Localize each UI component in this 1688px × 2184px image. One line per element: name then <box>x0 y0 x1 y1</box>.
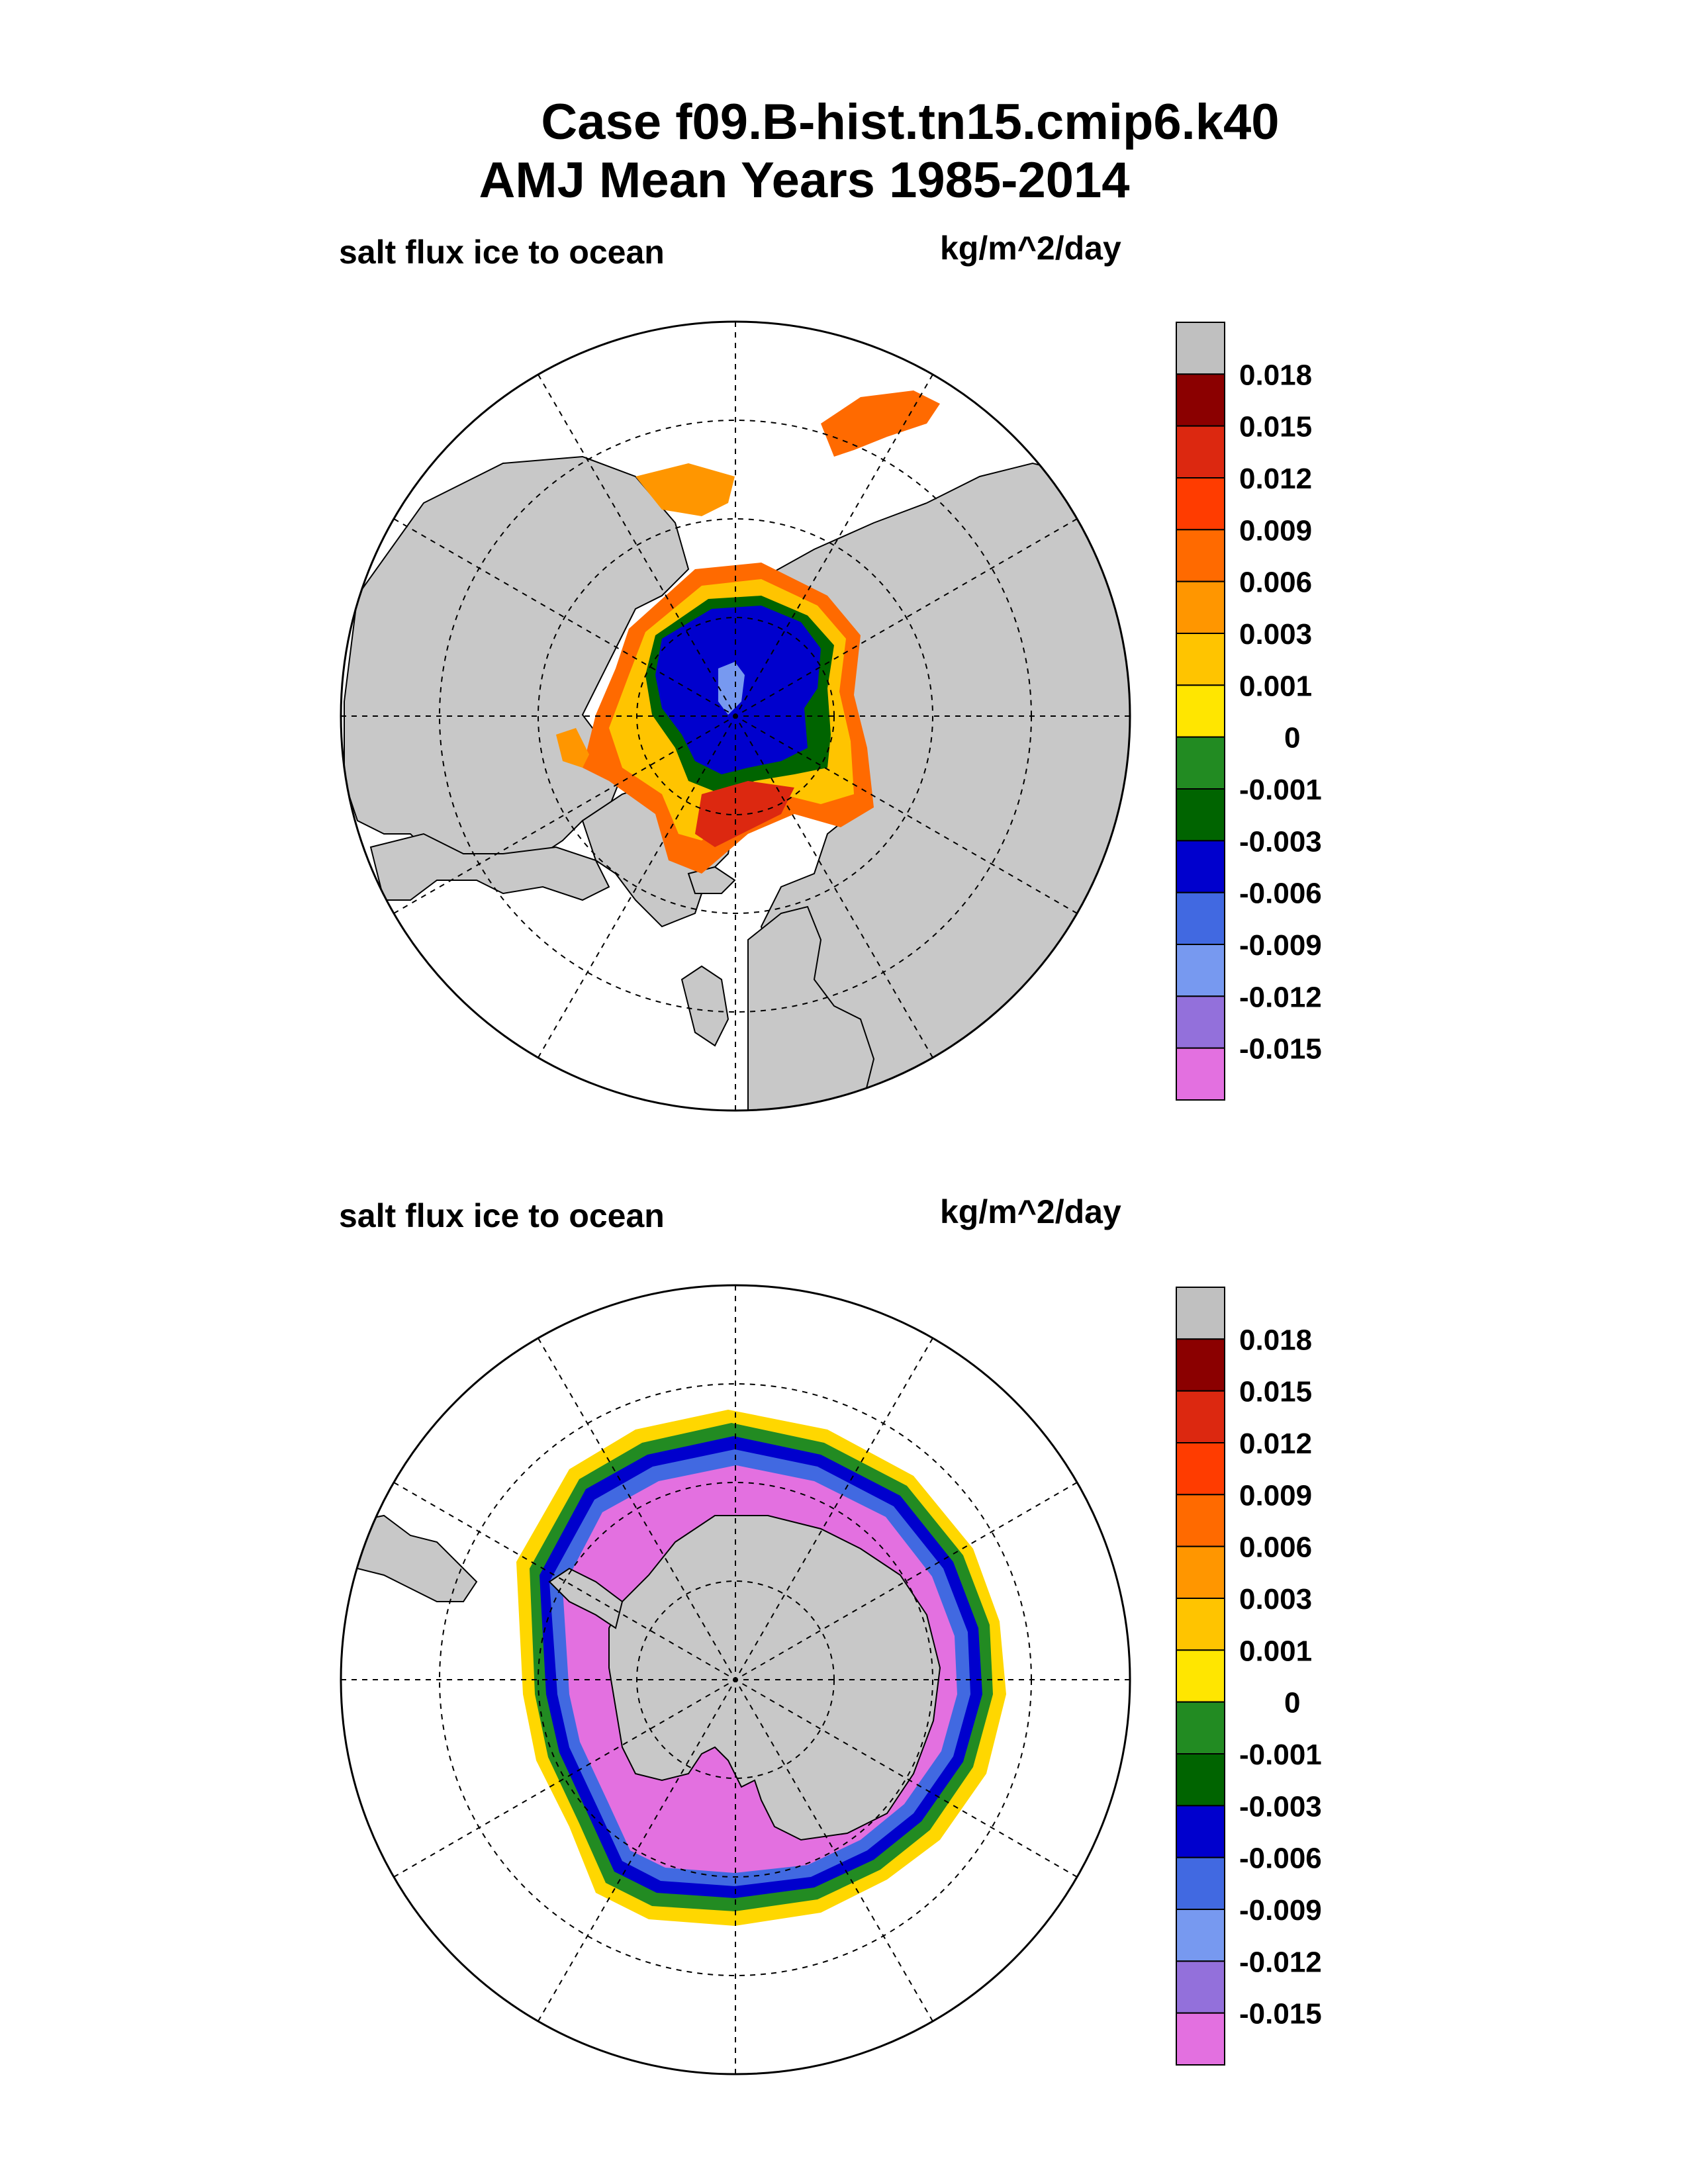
north-colorbar-label: -0.003 <box>1239 825 1322 858</box>
south-colorbar-box <box>1176 1598 1225 1651</box>
south-colorbar-box <box>1176 1338 1225 1392</box>
south-colorbar-box <box>1176 1494 1225 1547</box>
north-colorbar-label: 0.003 <box>1239 618 1312 651</box>
north-colorbar-label: 0.009 <box>1239 514 1312 547</box>
north-iceband-okhotsk <box>821 390 940 457</box>
south-colorbar-box <box>1176 1960 1225 2014</box>
south-land-antarctica <box>608 1515 941 1841</box>
north-colorbar-label: -0.012 <box>1239 981 1322 1013</box>
north-iceband-bering <box>635 463 735 516</box>
south-colorbar-box <box>1176 1856 1225 1911</box>
north-colorbar-box <box>1176 425 1225 479</box>
south-colorbar-box <box>1176 1649 1225 1703</box>
north-colorbar-box <box>1176 373 1225 427</box>
north-colorbar-box <box>1176 995 1225 1049</box>
south-colorbar-box <box>1176 1805 1225 1858</box>
north-colorbar-box <box>1176 1047 1225 1101</box>
south-colorbar-label: -0.003 <box>1239 1790 1322 1823</box>
south-colorbar: 0.018 0.015 0.012 0.009 0.006 0.003 0.001 0 -0.0… <box>1176 1287 1322 2066</box>
south-colorbar-label: -0.009 <box>1239 1894 1322 1927</box>
south-colorbar-box <box>1176 1287 1225 1340</box>
south-colorbar-box <box>1176 2012 1225 2066</box>
south-colorbar-label: 0.015 <box>1239 1376 1312 1408</box>
north-colorbar-label: 0 <box>1284 722 1300 754</box>
north-colorbar-box <box>1176 529 1225 582</box>
south-colorbar-label: 0.009 <box>1239 1479 1312 1512</box>
north-colorbar-label: -0.015 <box>1239 1033 1322 1066</box>
north-land-europe <box>747 905 875 1111</box>
north-land-alaska <box>369 833 610 901</box>
north-iceband-barents <box>695 781 794 847</box>
north-colorbar-box <box>1176 736 1225 790</box>
south-colorbar-box <box>1176 1442 1225 1496</box>
south-land-south-america <box>350 1514 478 1602</box>
north-colorbar-box <box>1176 633 1225 686</box>
north-colorbar-label: -0.009 <box>1239 929 1322 962</box>
south-colorbar-label: -0.012 <box>1239 1946 1322 1978</box>
south-colorbar-label: 0 <box>1284 1687 1300 1719</box>
north-variable-label: salt flux ice to ocean <box>339 234 665 271</box>
north-iceband-hudson <box>556 728 589 768</box>
south-units-label: kg/m^2/day <box>940 1193 1121 1230</box>
north-colorbar-label: 0.015 <box>1239 411 1312 443</box>
north-colorbar: 0.018 0.015 0.012 0.009 0.006 0.003 0.001 0 -0.0… <box>1176 322 1322 1101</box>
north-colorbar-box <box>1176 840 1225 893</box>
south-polar-map <box>340 1284 1131 2075</box>
south-colorbar-label: -0.015 <box>1239 1998 1322 2030</box>
south-colorbar-box <box>1176 1390 1225 1444</box>
north-colorbar-label: 0.006 <box>1239 567 1312 599</box>
north-colorbar-box <box>1176 944 1225 997</box>
figure-title-period: AMJ Mean Years 1985-2014 <box>479 152 1130 208</box>
north-colorbar-label: 0.012 <box>1239 463 1312 495</box>
south-colorbar-box <box>1176 1701 1225 1755</box>
south-colorbar-label: 0.012 <box>1239 1428 1312 1460</box>
north-colorbar-box <box>1176 684 1225 738</box>
north-colorbar-box <box>1176 477 1225 531</box>
north-polar-map <box>340 320 1131 1112</box>
north-colorbar-box <box>1176 580 1225 635</box>
north-iceband-lightblue <box>718 662 745 715</box>
south-variable-label: salt flux ice to ocean <box>339 1197 665 1234</box>
figure-title-case: Case f09.B-hist.tn15.cmip6.k40 <box>541 94 1280 150</box>
north-units-label: kg/m^2/day <box>940 230 1121 267</box>
north-colorbar-box <box>1176 891 1225 945</box>
south-colorbar-box <box>1176 1753 1225 1807</box>
south-colorbar-label: -0.001 <box>1239 1739 1322 1771</box>
south-colorbar-label: 0.001 <box>1239 1635 1312 1667</box>
south-colorbar-label: 0.006 <box>1239 1531 1312 1564</box>
north-colorbar-box <box>1176 322 1225 375</box>
north-colorbar-label: 0.001 <box>1239 670 1312 702</box>
north-colorbar-label: -0.001 <box>1239 774 1322 806</box>
south-colorbar-label: 0.003 <box>1239 1583 1312 1615</box>
north-land-iceland <box>687 866 736 894</box>
north-colorbar-label: -0.006 <box>1239 878 1322 910</box>
south-colorbar-label: -0.006 <box>1239 1843 1322 1875</box>
north-land-british-isles <box>680 965 729 1047</box>
north-colorbar-label: 0.018 <box>1239 359 1312 391</box>
north-colorbar-box <box>1176 788 1225 842</box>
south-colorbar-box <box>1176 1909 1225 1962</box>
south-colorbar-label: 0.018 <box>1239 1324 1312 1356</box>
south-colorbar-box <box>1176 1545 1225 1600</box>
